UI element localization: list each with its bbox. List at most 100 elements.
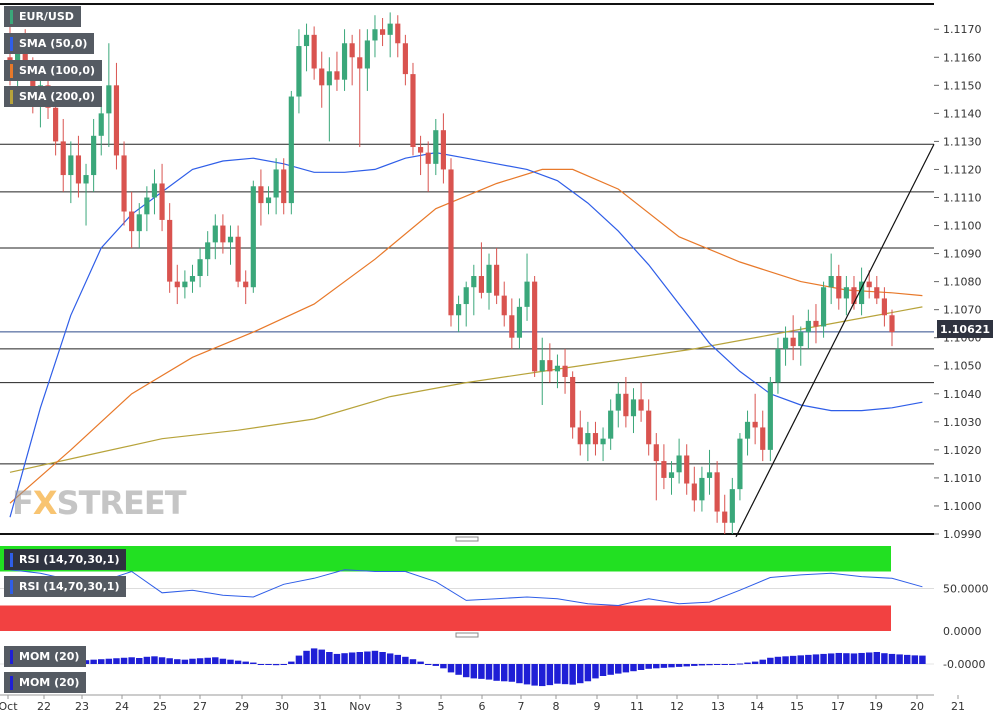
mom-bar — [455, 664, 462, 675]
candle-body — [562, 365, 568, 377]
candle-body — [83, 175, 89, 184]
candle-body — [379, 29, 386, 35]
candle-body — [608, 410, 614, 439]
mom-bar — [865, 652, 873, 664]
candle-body — [326, 71, 332, 86]
x-tick-label: Oct — [0, 700, 18, 713]
mom-bar — [113, 658, 120, 664]
mom-tick-label: -0.0000 — [943, 658, 985, 671]
candle-body — [577, 427, 583, 445]
mom-bar — [288, 661, 295, 664]
candle-body — [425, 152, 431, 164]
mom-bar — [105, 658, 113, 664]
mom-bar — [751, 661, 759, 664]
candle-body — [151, 183, 158, 198]
candle-body — [129, 211, 135, 232]
mom-bar — [744, 662, 751, 664]
instrument-swatch — [10, 9, 13, 24]
candle-body — [189, 276, 196, 282]
legend-rsi-bottom[interactable]: RSI (14,70,30,1) — [4, 576, 127, 597]
candle-body — [144, 197, 150, 215]
candle-body — [106, 85, 112, 114]
mom-bar — [561, 664, 569, 685]
candle-body — [760, 427, 766, 450]
candle-body — [334, 71, 340, 80]
candle-body — [167, 219, 173, 282]
x-tick-label: 8 — [553, 700, 560, 713]
mom-bar — [478, 664, 485, 679]
candle-body — [836, 276, 842, 299]
y-tick-label: 1.1150 — [943, 79, 982, 92]
mom-bar — [569, 664, 576, 685]
candle-body — [851, 287, 857, 305]
mom-bar — [234, 660, 242, 664]
y-tick-label: 1.1100 — [943, 220, 982, 233]
candle-body — [212, 225, 218, 243]
candle-body — [592, 433, 599, 445]
candle-body — [714, 472, 720, 512]
candle-body — [220, 225, 226, 243]
legend-instrument[interactable]: EUR/USD — [4, 6, 81, 27]
candle-body — [843, 287, 849, 299]
sma200-label: SMA (200,0) — [19, 90, 96, 103]
candle-body — [653, 444, 659, 462]
candle-body — [737, 438, 743, 490]
mom-bar — [158, 657, 166, 664]
candle-body — [456, 304, 462, 316]
candle-body — [486, 264, 492, 293]
candle-body — [706, 472, 713, 478]
candle-body — [585, 433, 591, 445]
x-tick-label: 31 — [313, 700, 327, 713]
logo-x: X — [32, 484, 58, 522]
mom-bar — [204, 657, 211, 664]
trendline — [735, 143, 935, 538]
candle-body — [767, 382, 773, 450]
candle-body — [478, 276, 484, 293]
x-tick-label: 22 — [37, 700, 51, 713]
legend-mom-bottom[interactable]: MOM (20) — [4, 672, 87, 693]
mom-bar — [356, 652, 363, 664]
mom-bar — [394, 654, 402, 664]
mom-bar — [660, 664, 668, 668]
x-tick-label: 7 — [518, 700, 525, 713]
x-tick-label: 23 — [75, 700, 89, 713]
mom-bar — [858, 652, 865, 664]
candle-body — [494, 264, 500, 296]
legend-sma200[interactable]: SMA (200,0) — [4, 86, 103, 107]
mom-bar — [196, 658, 204, 664]
mom-bar — [805, 654, 812, 664]
legend-sma100[interactable]: SMA (100,0) — [4, 60, 103, 81]
candle-body — [53, 107, 59, 142]
y-tick-label: 1.1130 — [943, 135, 982, 148]
mom-bar — [326, 652, 333, 664]
y-tick-label: 1.1160 — [943, 51, 982, 64]
mom-bar — [143, 656, 151, 664]
candle-body — [227, 236, 234, 243]
rsi-top-swatch — [10, 552, 13, 567]
mom-bar — [242, 661, 249, 664]
candle-body — [828, 276, 834, 288]
candle-body — [258, 186, 264, 204]
mom-bar — [303, 650, 310, 664]
legend-rsi-top[interactable]: RSI (14,70,30,1) — [4, 549, 127, 570]
mom-bar — [782, 656, 789, 664]
candle-body — [752, 421, 758, 428]
mom-bar — [698, 664, 706, 666]
y-tick-label: 1.1080 — [943, 276, 982, 289]
mom-top-swatch — [10, 649, 13, 664]
mom-bar — [653, 664, 660, 669]
candle-body — [501, 295, 507, 316]
mom-bar — [508, 664, 516, 682]
legend-sma50[interactable]: SMA (50,0) — [4, 33, 95, 54]
candle-body — [630, 399, 637, 417]
legend-mom-top[interactable]: MOM (20) — [4, 646, 87, 667]
mom-bar — [280, 664, 287, 665]
candle-body — [349, 43, 355, 58]
candle-body — [729, 489, 735, 523]
x-tick-label: 5 — [438, 700, 445, 713]
candle-body — [699, 477, 705, 501]
mom-bar — [577, 664, 584, 684]
candle-body — [182, 281, 188, 288]
mom-bar — [607, 664, 614, 675]
